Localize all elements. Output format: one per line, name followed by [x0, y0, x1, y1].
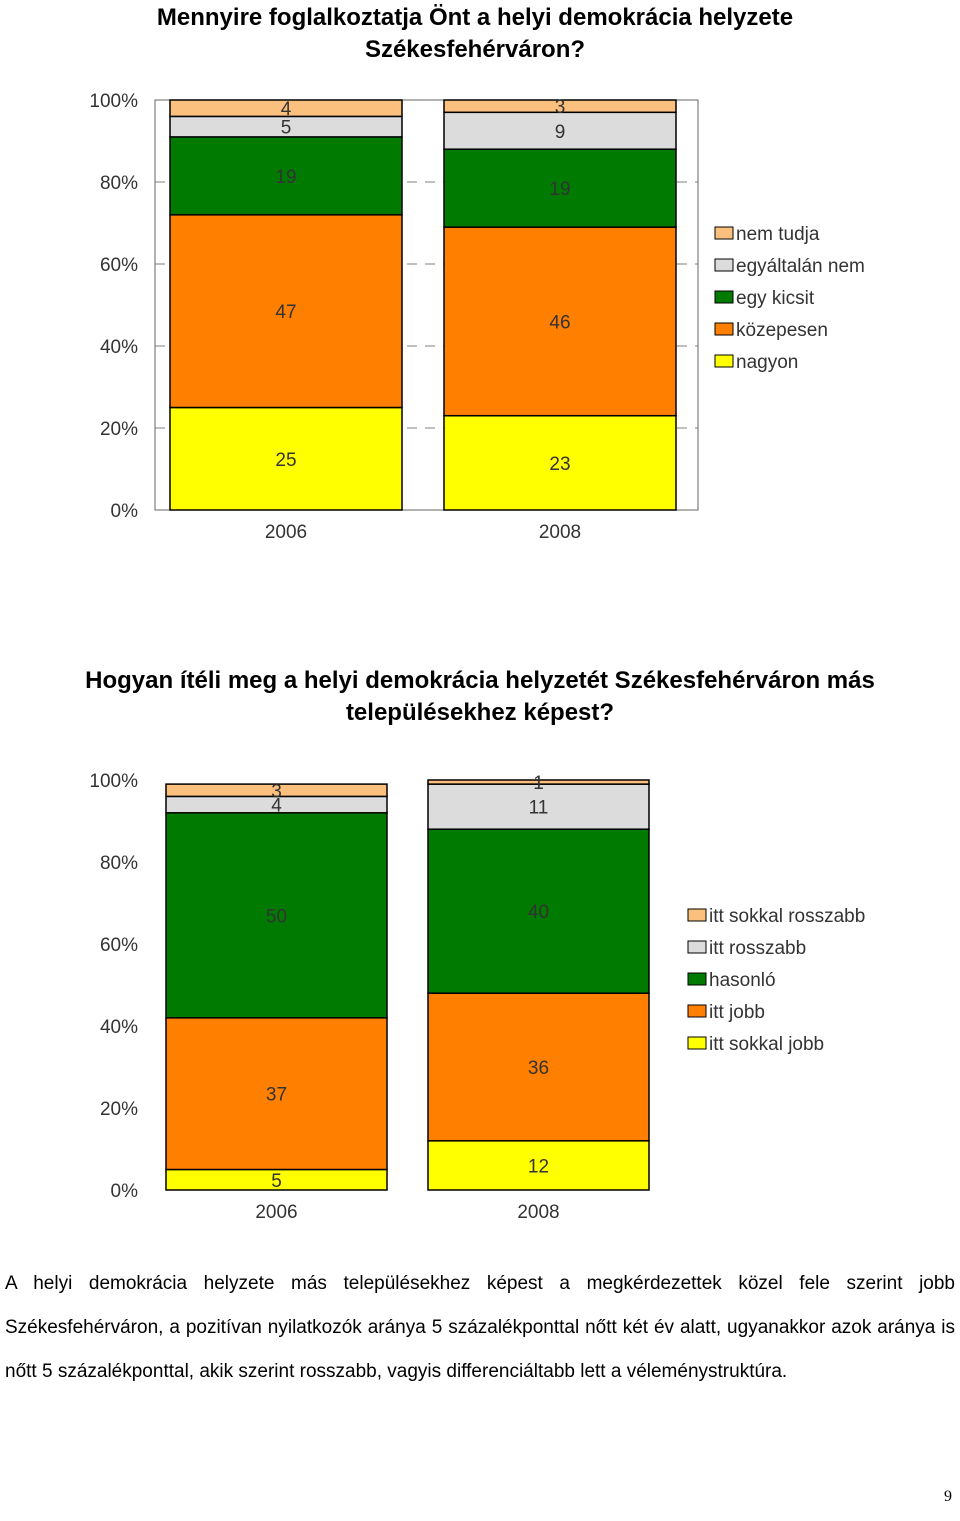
chart1-data-label: 47 — [275, 302, 296, 323]
chart1-legend-swatch — [714, 290, 734, 304]
body-paragraph: A helyi demokrácia helyzete más települé… — [5, 1273, 955, 1382]
chart1-legend-swatch — [714, 354, 734, 368]
chart1-bar-segment — [169, 99, 403, 118]
chart2-legend-swatch — [687, 940, 707, 954]
chart1-ytick-label: 40% — [100, 337, 138, 358]
chart1-legend-swatch — [714, 258, 734, 272]
chart1-data-label: 46 — [549, 312, 570, 333]
chart1-ytick-label: 20% — [100, 419, 138, 440]
chart2-legend-swatch — [687, 908, 707, 922]
chart2-data-label: 37 — [266, 1085, 287, 1106]
chart2-ytick-label: 20% — [100, 1099, 138, 1120]
chart1-legend-label: egy kicsit — [736, 288, 815, 309]
chart1-bar-segment — [443, 99, 677, 114]
chart2-bar-segment — [165, 1017, 388, 1171]
chart1-data-label: 19 — [275, 167, 296, 188]
chart2-legend-swatch — [687, 1004, 707, 1018]
chart1-legend-swatch — [714, 322, 734, 336]
chart1-data-label: 3 — [555, 97, 566, 118]
chart2-data-label: 36 — [528, 1058, 549, 1079]
chart2-legend-label: itt jobb — [709, 1002, 765, 1023]
chart2-bar-segment — [427, 828, 650, 994]
chart1-legend-label: nem tudja — [736, 224, 820, 245]
chart2-bar-segment — [427, 1140, 650, 1191]
chart2-bar-segment — [165, 783, 388, 798]
chart2-data-label: 3 — [271, 781, 282, 802]
chart1-category-label: 2006 — [265, 522, 307, 543]
chart2-bar-segment — [165, 812, 388, 1019]
chart1-ytick-label: 0% — [111, 501, 139, 522]
chart1-bar-segment — [443, 226, 677, 417]
chart2-ytick-label: 80% — [100, 853, 138, 874]
chart1-plot-frame — [154, 99, 699, 511]
chart2-legend-swatch — [687, 1036, 707, 1050]
chart2-data-label: 4 — [271, 796, 282, 817]
chart2-ytick-label: 0% — [111, 1181, 139, 1202]
chart2-bar-segment — [427, 779, 650, 785]
chart2-title: Hogyan ítéli meg a helyi demokrácia hely… — [85, 667, 875, 726]
chart2-ytick-label: 40% — [100, 1017, 138, 1038]
chart1-data-label: 23 — [549, 454, 570, 475]
chart2-legend-label: itt sokkal rosszabb — [709, 906, 865, 927]
chart1-data-label: 9 — [555, 122, 566, 143]
chart2-category-label: 2008 — [517, 1202, 559, 1223]
chart1-bar-segment — [443, 148, 677, 228]
chart2-legend-label: itt rosszabb — [709, 938, 806, 959]
chart1-bar-segment — [169, 406, 403, 511]
chart1-bar-segment — [443, 111, 677, 150]
chart2-bar-segment — [427, 992, 650, 1142]
chart2-legend-label: itt sokkal jobb — [709, 1034, 824, 1055]
chart1-legend-label: közepesen — [736, 320, 828, 341]
chart1-legend-swatch — [714, 226, 734, 240]
chart2-ytick-label: 100% — [89, 771, 138, 792]
chart2-data-label: 50 — [266, 906, 287, 927]
chart2-data-label: 5 — [271, 1171, 282, 1192]
chart1-data-label: 19 — [549, 179, 570, 200]
chart1-bar-segment — [443, 414, 677, 511]
chart1-title: Mennyire foglalkoztatja Önt a helyi demo… — [156, 4, 794, 63]
chart2-bar-segment — [427, 783, 650, 830]
chart1-legend-label: egyáltalán nem — [736, 256, 865, 277]
chart1-ytick-label: 100% — [89, 91, 138, 112]
chart2-ytick-label: 60% — [100, 935, 138, 956]
chart1-category-label: 2008 — [539, 522, 581, 543]
chart2-category-label: 2006 — [255, 1202, 297, 1223]
chart2-data-label: 1 — [533, 773, 544, 794]
page-number: 9 — [944, 1488, 952, 1505]
chart1-ytick-label: 60% — [100, 255, 138, 276]
chart1-bar-segment — [169, 136, 403, 216]
chart2-data-label: 40 — [528, 902, 549, 923]
chart2-legend-swatch — [687, 972, 707, 986]
chart2: 0%20%40%60%80%100%5375043200612364011120… — [89, 771, 865, 1223]
chart1-data-label: 4 — [281, 99, 292, 120]
chart1-data-label: 25 — [275, 450, 296, 471]
chart1-ytick-label: 80% — [100, 173, 138, 194]
chart2-data-label: 12 — [528, 1156, 549, 1177]
chart1-legend-label: nagyon — [736, 352, 798, 373]
chart1-data-label: 5 — [281, 118, 292, 139]
chart1: 0% 20% 40% 60% 80% 100% 25 47 19 54 2006 23 46 19 9 3 20… — [89, 91, 865, 543]
chart2-data-label: 11 — [529, 798, 549, 819]
chart2-legend-label: hasonló — [709, 970, 776, 991]
chart1-bar-segment — [169, 214, 403, 409]
